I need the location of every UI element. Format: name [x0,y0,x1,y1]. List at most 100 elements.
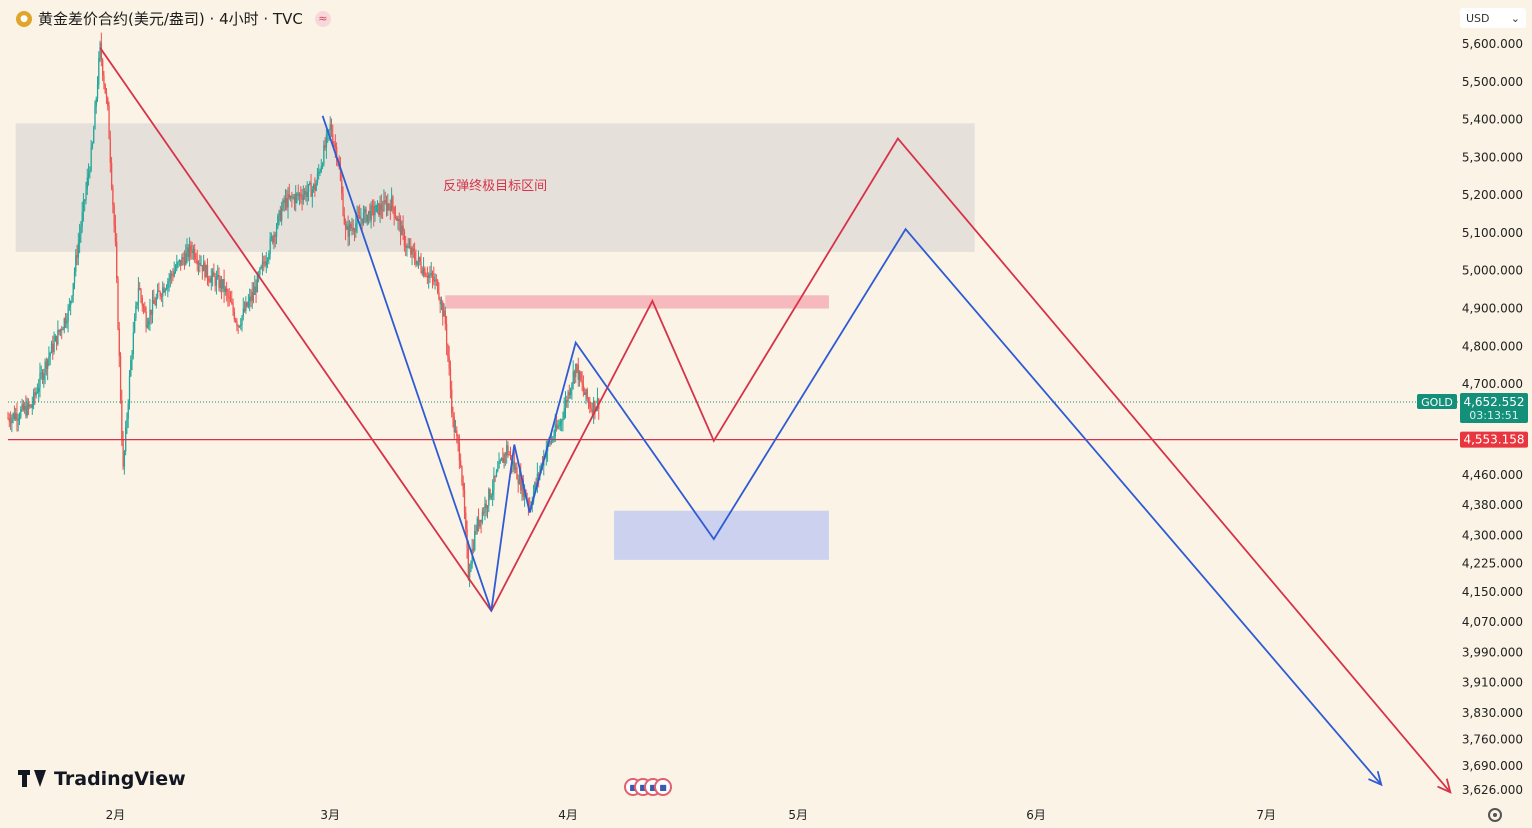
candle-body [521,479,523,491]
candle-body [538,473,540,477]
candle-body [483,511,485,513]
price-tick-label: 4,460.000 [1462,468,1523,482]
candle-body [333,143,335,145]
candle-body [222,279,224,289]
candle-body [36,391,39,393]
candle-body [135,305,137,319]
candle-body [463,490,466,513]
price-tick-label: 3,910.000 [1462,676,1523,690]
candle-body [412,248,415,252]
economic-events[interactable]: ■ ■ ■ ■ [624,778,672,798]
chevron-down-icon: ⌄ [1510,11,1520,25]
candle-body [508,454,510,456]
candle-body [162,287,164,297]
candle-body [255,286,257,292]
candle-body [273,234,275,243]
candle-body [282,200,284,210]
candle-body [589,401,591,408]
candle-body [12,413,14,418]
candle-body [181,257,183,266]
settings-gear-icon[interactable] [1488,808,1502,822]
candle-body [249,296,251,302]
candle-body [374,212,376,216]
candle-body [52,343,54,352]
candle-body [163,287,165,293]
candle-body [367,211,370,215]
candle-body [141,297,143,306]
candle-body [421,270,423,275]
level-price-value: 4,553.158 [1463,433,1524,447]
candle-body [263,261,265,264]
candle-body [24,405,26,410]
candle-body [396,217,398,221]
candle-body [191,250,193,254]
last-price-box [1460,393,1528,424]
candle-body [304,190,306,195]
price-tick-label: 4,900.000 [1462,302,1523,316]
candle-body [318,171,320,174]
candle-body [582,384,585,392]
candle-body [245,302,247,312]
candle-body [274,234,276,237]
candle-body [246,302,248,307]
candle-body [321,164,324,167]
candle-body [9,421,12,424]
candle-body [357,215,360,217]
candle-body [500,457,503,461]
candle-body [87,173,90,178]
us-flag-icon[interactable]: ■ [654,778,672,796]
candle-body [103,75,105,84]
candle-body [109,138,111,164]
candle-body [180,259,182,266]
candle-body [344,224,347,230]
price-tick-label: 5,500.000 [1462,75,1523,89]
candle-body [578,372,581,380]
candle-body [506,445,508,456]
candle-body [428,274,430,279]
candle-body [564,400,567,409]
candle-body [75,255,77,272]
price-tick-label: 4,225.000 [1462,557,1523,571]
price-tick-label: 5,000.000 [1462,264,1523,278]
candle-body [568,392,571,396]
candle-body [449,368,452,390]
candle-body [99,42,101,58]
candle-body [264,263,266,266]
candle-body [113,205,115,226]
candle-body [13,413,16,419]
candle-body [279,210,282,221]
candle-body [8,418,10,422]
candle-body [44,361,46,374]
candle-body [173,271,175,277]
candle-body [25,405,27,416]
candle-body [50,343,53,354]
candle-body [573,371,576,378]
currency-select[interactable]: USD ⌄ [1460,8,1526,28]
candle-body [416,260,418,265]
candle-body [453,417,455,433]
candle-body [259,268,261,274]
candle-body [549,442,551,444]
price-tick-label: 3,830.000 [1462,706,1523,720]
candle-body [298,194,301,196]
candle-body [596,398,599,408]
candle-body [438,292,440,299]
candle-body [34,392,36,396]
candle-body [140,289,142,298]
data-status-icon[interactable]: ≈ [314,10,331,27]
candle-body [47,359,49,369]
candle-body [29,405,31,407]
time-tick-label: 7月 [1256,808,1276,822]
candle-body [39,373,41,388]
candle-body [411,248,413,255]
bar-countdown: 03:13:51 [1469,409,1518,422]
candle-body [424,268,426,277]
symbol-title[interactable]: 黄金差价合约(美元/盎司) · 4小时 · TVC [38,10,303,28]
candle-body [401,225,403,236]
candle-body [385,202,388,211]
candle-body [476,518,478,532]
candle-body [227,292,229,298]
candle-body [68,305,71,308]
candle-body [150,309,152,315]
